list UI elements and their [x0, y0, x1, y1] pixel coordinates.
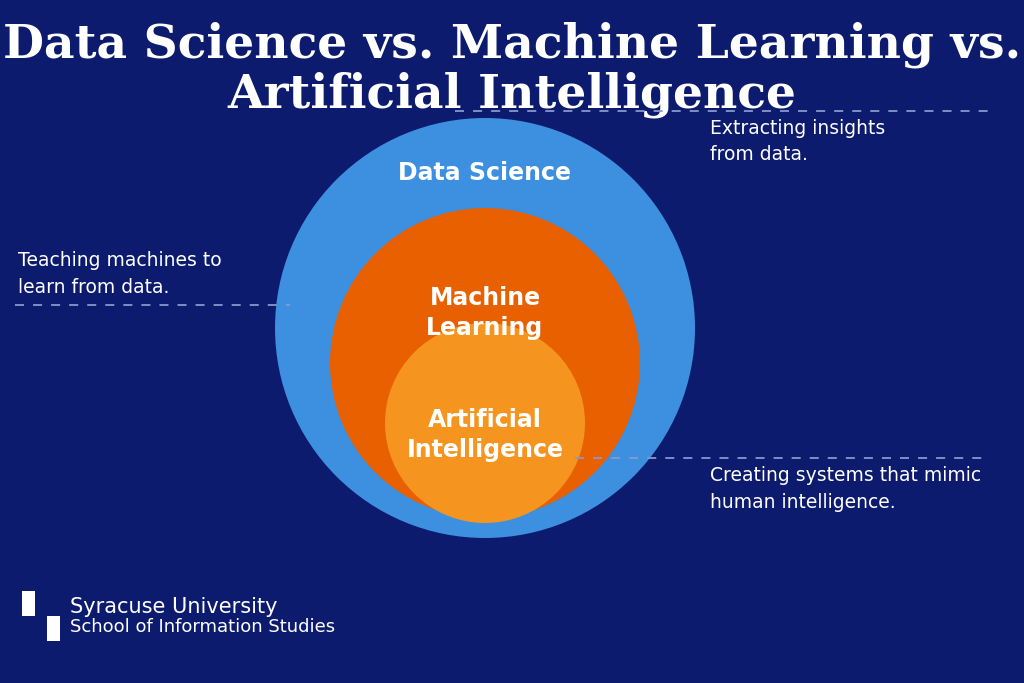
FancyBboxPatch shape	[22, 591, 60, 641]
FancyBboxPatch shape	[22, 616, 47, 641]
FancyBboxPatch shape	[35, 591, 60, 616]
Text: Teaching machines to
learn from data.: Teaching machines to learn from data.	[18, 251, 221, 297]
Text: Creating systems that mimic
human intelligence.: Creating systems that mimic human intell…	[710, 466, 981, 512]
Text: Data Science vs. Machine Learning vs.: Data Science vs. Machine Learning vs.	[3, 22, 1021, 68]
Text: Extracting insights
from data.: Extracting insights from data.	[710, 119, 886, 165]
Circle shape	[275, 118, 695, 538]
Text: Artificial Intelligence: Artificial Intelligence	[227, 72, 797, 118]
Text: Syracuse University: Syracuse University	[70, 597, 278, 617]
Circle shape	[330, 208, 640, 518]
Text: Data Science: Data Science	[398, 161, 571, 185]
Text: School of Information Studies: School of Information Studies	[70, 618, 335, 636]
Text: Machine
Learning: Machine Learning	[426, 286, 544, 340]
Text: Artificial
Intelligence: Artificial Intelligence	[407, 408, 563, 462]
Circle shape	[385, 323, 585, 523]
